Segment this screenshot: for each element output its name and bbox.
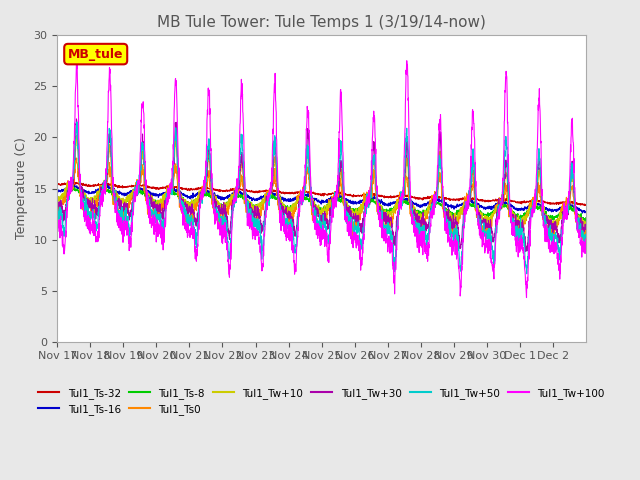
Tul1_Tw+10 bbox=[353, 209, 361, 215]
Tul1_Ts-16 bbox=[221, 194, 228, 200]
Tul1_Tw+10 bbox=[580, 224, 588, 229]
Line: Tul1_Tw+50: Tul1_Tw+50 bbox=[58, 122, 586, 274]
Line: Tul1_Ts-8: Tul1_Ts-8 bbox=[58, 188, 586, 221]
Tul1_Tw+10 bbox=[106, 150, 114, 156]
Tul1_Ts-32 bbox=[581, 203, 589, 208]
Tul1_Ts-32 bbox=[575, 201, 582, 207]
Tul1_Ts-16 bbox=[54, 187, 61, 193]
Tul1_Ts0 bbox=[221, 221, 228, 227]
Tul1_Tw+10 bbox=[221, 204, 228, 210]
Tul1_Tw+10 bbox=[481, 218, 488, 224]
Tul1_Ts-32 bbox=[582, 202, 589, 208]
Tul1_Tw+100 bbox=[106, 75, 114, 81]
Tul1_Ts-32 bbox=[353, 193, 361, 199]
Tul1_Tw+50 bbox=[353, 229, 361, 235]
Tul1_Tw+100 bbox=[511, 231, 518, 237]
Tul1_Ts-8 bbox=[481, 212, 488, 217]
Tul1_Ts0 bbox=[575, 222, 582, 228]
Tul1_Ts-32 bbox=[106, 181, 114, 187]
Tul1_Tw+30 bbox=[54, 197, 61, 203]
Tul1_Tw+30 bbox=[221, 207, 228, 213]
Y-axis label: Temperature (C): Temperature (C) bbox=[15, 138, 28, 240]
Tul1_Ts-8 bbox=[54, 195, 61, 201]
Tul1_Ts0 bbox=[481, 223, 488, 229]
Tul1_Ts0 bbox=[582, 227, 589, 233]
Tul1_Tw+10 bbox=[511, 213, 518, 219]
Tul1_Tw+30 bbox=[575, 216, 582, 221]
Tul1_Ts-16 bbox=[575, 206, 582, 212]
Tul1_Tw+30 bbox=[511, 224, 518, 229]
Title: MB Tule Tower: Tule Temps 1 (3/19/14-now): MB Tule Tower: Tule Temps 1 (3/19/14-now… bbox=[157, 15, 486, 30]
Tul1_Ts-16 bbox=[106, 185, 114, 191]
Tul1_Ts0 bbox=[106, 173, 114, 179]
Tul1_Ts-8 bbox=[582, 215, 589, 221]
Tul1_Tw+50 bbox=[73, 119, 81, 125]
Tul1_Ts-16 bbox=[353, 200, 361, 205]
Tul1_Tw+50 bbox=[511, 218, 518, 224]
Tul1_Tw+100 bbox=[575, 230, 582, 236]
Tul1_Ts-32 bbox=[70, 180, 77, 185]
Tul1_Ts-8 bbox=[106, 190, 114, 195]
Tul1_Ts-32 bbox=[54, 181, 61, 187]
Tul1_Tw+10 bbox=[54, 193, 61, 199]
Tul1_Tw+100 bbox=[54, 215, 61, 221]
Tul1_Ts0 bbox=[511, 227, 518, 232]
Line: Tul1_Ts-16: Tul1_Ts-16 bbox=[58, 185, 586, 213]
Tul1_Tw+30 bbox=[481, 219, 488, 225]
Line: Tul1_Ts0: Tul1_Ts0 bbox=[58, 158, 586, 240]
Tul1_Ts-8 bbox=[511, 213, 518, 218]
Tul1_Ts0 bbox=[73, 155, 81, 161]
Tul1_Tw+30 bbox=[106, 132, 114, 138]
Tul1_Tw+30 bbox=[522, 249, 530, 254]
Tul1_Ts-8 bbox=[353, 208, 361, 214]
Tul1_Tw+50 bbox=[481, 233, 488, 239]
Tul1_Tw+50 bbox=[582, 232, 589, 238]
Tul1_Tw+50 bbox=[523, 271, 531, 276]
Tul1_Ts-16 bbox=[481, 205, 488, 211]
Tul1_Tw+100 bbox=[220, 232, 228, 238]
Tul1_Ts-32 bbox=[221, 188, 228, 194]
Tul1_Tw+100 bbox=[481, 244, 488, 250]
Tul1_Tw+50 bbox=[106, 127, 114, 133]
Tul1_Ts-8 bbox=[575, 214, 582, 219]
Line: Tul1_Ts-32: Tul1_Ts-32 bbox=[58, 182, 586, 205]
Tul1_Ts-8 bbox=[70, 185, 78, 191]
Tul1_Ts0 bbox=[54, 213, 61, 218]
Tul1_Tw+100 bbox=[523, 295, 531, 300]
Tul1_Tw+10 bbox=[73, 132, 81, 138]
Tul1_Tw+30 bbox=[582, 224, 589, 230]
Tul1_Ts-8 bbox=[221, 203, 228, 208]
Tul1_Ts0 bbox=[353, 222, 361, 228]
Tul1_Ts-32 bbox=[511, 198, 518, 204]
Legend: Tul1_Ts-32, Tul1_Ts-16, Tul1_Ts-8, Tul1_Ts0, Tul1_Tw+10, Tul1_Tw+30, Tul1_Tw+50,: Tul1_Ts-32, Tul1_Ts-16, Tul1_Ts-8, Tul1_… bbox=[34, 384, 609, 419]
Tul1_Tw+50 bbox=[221, 212, 228, 218]
Text: MB_tule: MB_tule bbox=[68, 48, 124, 60]
Tul1_Ts-16 bbox=[70, 182, 77, 188]
Tul1_Tw+100 bbox=[582, 251, 589, 256]
Line: Tul1_Tw+10: Tul1_Tw+10 bbox=[58, 135, 586, 227]
Tul1_Tw+10 bbox=[575, 216, 582, 222]
Tul1_Tw+10 bbox=[582, 222, 589, 228]
Tul1_Tw+30 bbox=[72, 116, 80, 122]
Line: Tul1_Tw+100: Tul1_Tw+100 bbox=[58, 61, 586, 298]
Tul1_Ts-16 bbox=[511, 206, 518, 212]
Tul1_Tw+100 bbox=[353, 239, 361, 244]
Tul1_Ts-16 bbox=[582, 209, 589, 215]
Tul1_Ts0 bbox=[578, 238, 586, 243]
Tul1_Tw+50 bbox=[575, 224, 582, 230]
Tul1_Tw+50 bbox=[54, 203, 61, 208]
Tul1_Tw+100 bbox=[403, 58, 411, 64]
Tul1_Ts-8 bbox=[582, 218, 589, 224]
Line: Tul1_Tw+30: Tul1_Tw+30 bbox=[58, 119, 586, 252]
Tul1_Ts-16 bbox=[579, 210, 586, 216]
Tul1_Tw+30 bbox=[353, 219, 361, 225]
Tul1_Ts-32 bbox=[481, 198, 488, 204]
